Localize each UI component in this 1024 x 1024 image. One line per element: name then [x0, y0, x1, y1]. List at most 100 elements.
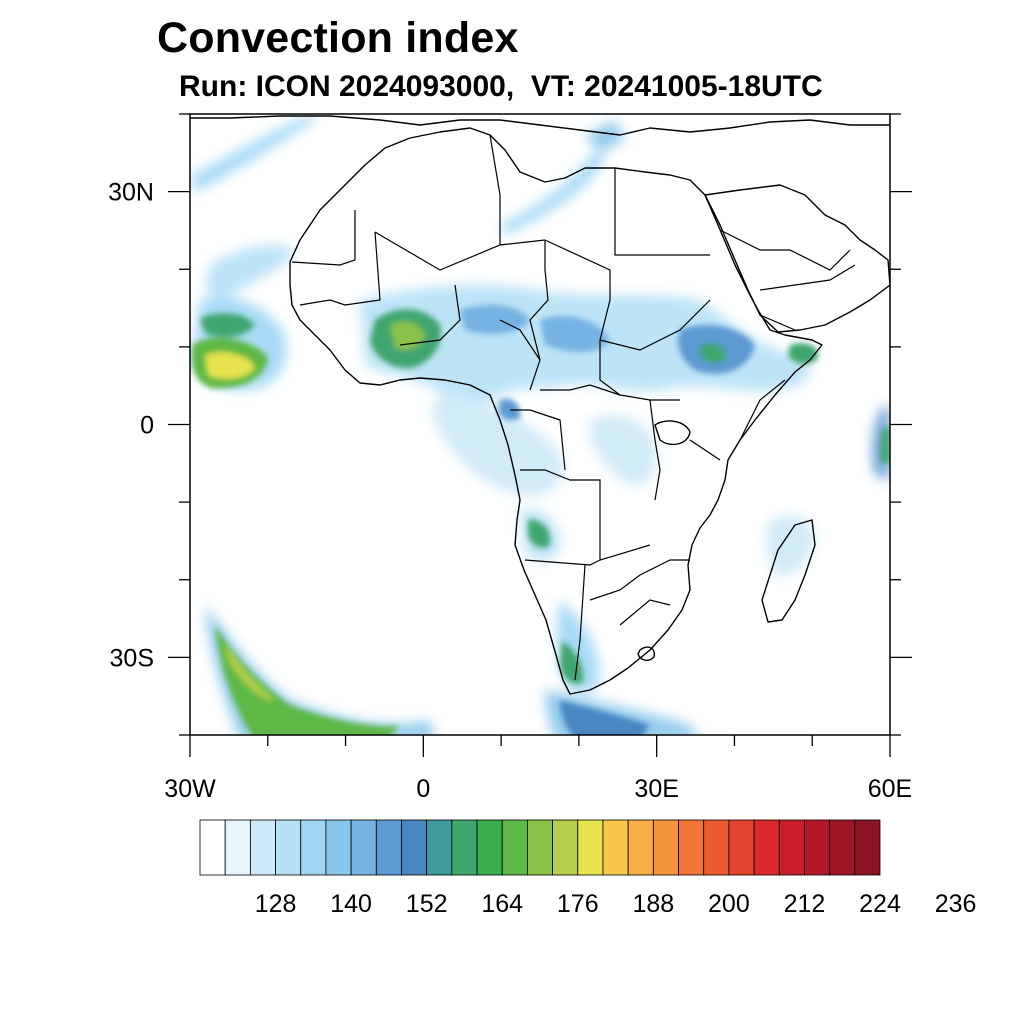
colorbar-box	[224, 819, 251, 876]
colorbar-label: 140	[330, 890, 372, 918]
lake-victoria	[654, 420, 691, 446]
colorbar-box	[275, 819, 302, 876]
colorbar-box	[703, 819, 730, 876]
border-16	[689, 439, 721, 461]
colorbar-label: 152	[406, 890, 448, 918]
colorbar-box	[527, 819, 553, 876]
colorbar-box	[476, 819, 503, 876]
colorbar-box	[602, 819, 629, 876]
colorbar-box	[778, 819, 805, 876]
border-4	[529, 240, 549, 361]
colorbar-box	[426, 819, 453, 876]
field-ethiopia-core	[700, 343, 728, 364]
africa-coastline	[289, 127, 823, 695]
colorbar-box	[627, 819, 654, 876]
border-19	[589, 559, 690, 601]
field-indian-ocean-core	[880, 425, 890, 465]
colorbar-label: 164	[481, 890, 523, 918]
colorbar-box	[350, 819, 377, 876]
border-21	[739, 379, 786, 441]
axis-ticks	[168, 113, 912, 757]
field-greece	[585, 120, 625, 152]
field-south-atlantic-core	[215, 625, 400, 735]
lesotho	[637, 646, 655, 661]
colorbar-box	[804, 819, 831, 876]
europe-coastline	[190, 115, 890, 136]
colorbar-label: 128	[255, 890, 297, 918]
border-9	[499, 319, 541, 391]
field-congo-core	[498, 398, 521, 421]
colorbar-box	[552, 819, 579, 876]
colorbar-box	[249, 819, 276, 876]
colorbar-label: 188	[632, 890, 674, 918]
border-6	[614, 168, 710, 256]
plot-area	[190, 114, 890, 735]
lon-tick-label: 0	[416, 775, 430, 803]
border-8	[399, 284, 461, 346]
arabia-coastline	[704, 184, 890, 333]
lon-tick-label: 30E	[634, 775, 678, 803]
colorbar-box	[678, 819, 705, 876]
colorbar-box	[854, 819, 881, 876]
field-sahel-blue-1	[460, 304, 530, 335]
colorbar-box	[451, 819, 478, 876]
border-18	[574, 564, 586, 681]
colorbar-box	[325, 819, 352, 876]
border-17	[524, 544, 651, 566]
colorbar-box	[401, 819, 428, 876]
border-15	[649, 399, 661, 501]
field-south-africa-convection	[560, 640, 584, 685]
border-5	[544, 239, 611, 341]
chart-title: Convection index	[157, 14, 519, 62]
border-12	[540, 384, 621, 396]
border-22	[759, 314, 796, 331]
border-1	[291, 210, 356, 266]
border-20	[619, 599, 671, 626]
lat-tick-label: 0	[140, 412, 154, 440]
field-cape-core	[560, 700, 650, 735]
border-2	[299, 231, 381, 306]
colorbar-label: 236	[935, 890, 977, 918]
coastlines	[190, 115, 890, 695]
field-atlantic-upper	[200, 313, 255, 337]
colorbar-label: 200	[708, 890, 750, 918]
colorbar-labels: 128 140 152 164 176 188 200 212 224 236	[255, 890, 977, 918]
convection-field	[190, 115, 890, 735]
field-n-atlantic-band	[190, 115, 318, 192]
border-23	[719, 229, 851, 271]
colorbar-box	[728, 819, 755, 876]
colorbar-box	[753, 819, 780, 876]
border-14	[510, 409, 566, 471]
colorbar-box	[652, 819, 679, 876]
colorbar-box	[577, 819, 604, 876]
field-congo-east	[590, 415, 657, 486]
country-borders	[291, 134, 856, 681]
border-3	[374, 231, 546, 271]
border-7	[489, 134, 501, 245]
lon-tick-label: 30W	[164, 775, 216, 803]
field-atlantic-yellow	[205, 352, 255, 380]
colorbar-box	[300, 819, 327, 876]
colorbar-label: 224	[859, 890, 901, 918]
lat-tick-label: 30N	[108, 179, 154, 207]
field-angola-core	[528, 519, 551, 548]
lon-tick-label: 60E	[868, 775, 912, 803]
field-sahel-blue-2	[540, 316, 610, 352]
colorbar-box	[501, 819, 528, 876]
chart-subtitle: Run: ICON 2024093000, VT: 20241005-18UTC	[179, 70, 823, 103]
colorbar-box	[829, 819, 856, 876]
colorbar-label: 212	[784, 890, 826, 918]
border-10	[599, 299, 711, 351]
colorbar	[199, 819, 881, 876]
colorbar-label: 176	[557, 890, 599, 918]
border-24	[759, 264, 856, 291]
field-madagascar	[766, 515, 815, 576]
border-13	[520, 469, 601, 560]
colorbar-box	[375, 819, 402, 876]
lat-tick-label: 30S	[110, 644, 154, 672]
axis-tick-labels: 30N 0 30S 30W 0 30E 60E	[108, 179, 912, 803]
colorbar-box	[199, 819, 226, 876]
madagascar-coastline	[761, 519, 816, 623]
field-atlantic-swirl	[205, 245, 295, 297]
